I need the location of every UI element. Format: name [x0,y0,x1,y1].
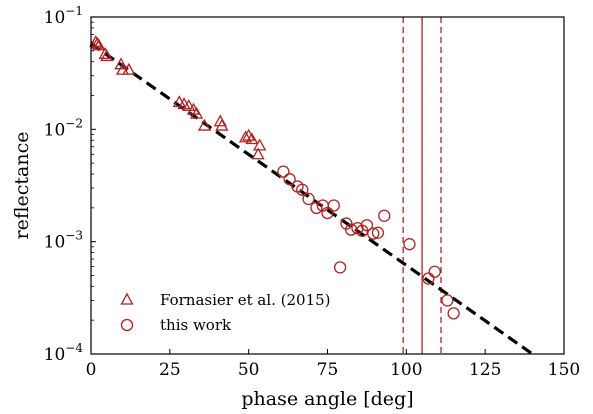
x-tick-label-6: 150 [548,360,580,380]
circle-point-18 [403,238,416,251]
triangle-point-16 [238,130,253,143]
plot-background [91,17,564,354]
circle-point-3 [296,183,309,196]
circle-point-14 [360,219,374,232]
y-tick-label-2: 10−2 [44,116,83,140]
y-axis-label: reflectance [11,132,33,240]
x-tick-label-2: 50 [238,360,260,380]
circle-point-21 [441,294,454,307]
x-axis-label: phase angle [deg] [241,388,413,410]
circle-point-5 [310,201,323,215]
triangle-point-2 [92,38,106,51]
data-points [89,35,460,320]
triangle-point-5 [114,57,128,70]
triangle-point-19 [253,138,267,151]
x-tick-label-4: 100 [390,360,422,380]
x-tick-label-5: 125 [469,360,501,380]
fit-line [90,42,534,356]
triangle-point-13 [197,118,212,131]
circle-point-22 [447,307,460,320]
circle-point-16 [371,226,385,239]
triangle-point-20 [251,147,265,160]
x-tick-label-0: 0 [86,360,97,380]
x-tick-label-1: 25 [159,360,181,380]
legend-label-fornasier: Fornasier et al. (2015) [160,291,331,309]
triangle-point-10 [182,98,196,111]
triangle-point-4 [100,49,114,62]
triangle-point-14 [213,114,227,127]
y-tick-label-0: 10−4 [44,341,84,365]
legend-marker-triangle [120,292,134,305]
circle-point-4 [302,192,315,206]
circle-point-9 [333,261,347,274]
triangle-point-6 [115,62,130,75]
legend-label-this-work: this work [160,316,232,334]
circle-point-17 [378,209,391,222]
vertical-lines [402,17,442,354]
fit-line-group [90,42,534,356]
circle-point-19 [422,272,435,285]
circle-point-8 [327,199,340,212]
triangle-point-7 [122,62,136,75]
x-axis-ticks: 0 25 50 75 100 125 150 [86,349,580,380]
triangle-point-15 [215,118,229,131]
legend: Fornasier et al. (2015) this work [120,291,331,334]
circle-point-7 [321,206,334,220]
y-tick-label-1: 10−3 [44,229,83,253]
y-tick-label-3: 10−1 [44,4,83,28]
circle-point-15 [367,227,380,240]
triangle-point-18 [245,132,259,145]
legend-marker-circle [120,318,134,332]
y-axis-ticks: 10−4 10−3 10−2 10−1 [44,4,96,365]
circle-point-20 [428,265,441,278]
x-tick-label-3: 75 [317,360,339,380]
triangle-point-12 [190,106,204,119]
circle-point-0 [277,165,290,178]
circle-point-1 [283,173,296,186]
